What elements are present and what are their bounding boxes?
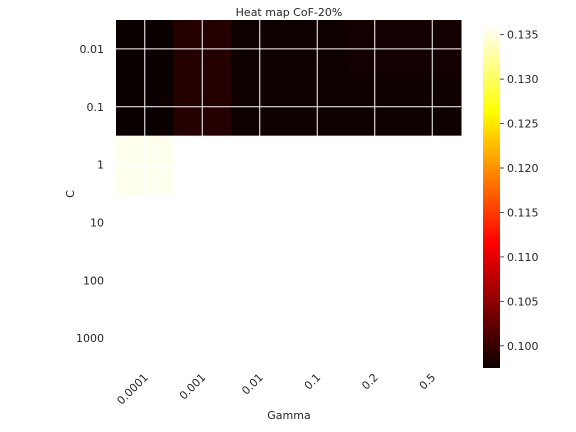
colorbar-tick-label: 0.115 [507, 206, 539, 219]
colorbar-tick-label: 0.125 [507, 118, 539, 131]
x-tick-label: 0.0001 [114, 371, 150, 407]
colorbar-tick-label: 0.135 [507, 29, 539, 42]
y-tick-label: 0.01 [80, 43, 105, 56]
y-axis-label: C [64, 190, 77, 198]
y-tick-label: 1 [97, 159, 104, 172]
y-tick-labels: 0.01 0.1 1 10 100 1000 [76, 43, 104, 345]
x-tick-label: 0.5 [417, 371, 439, 393]
x-tick-label: 0.01 [239, 371, 266, 398]
heatmap-cells [116, 20, 462, 368]
x-axis-label: Gamma [267, 409, 310, 422]
y-tick-label: 10 [90, 216, 104, 229]
colorbar-tick-label: 0.120 [507, 162, 539, 175]
grid-lines [116, 20, 461, 367]
colorbar [483, 24, 500, 368]
y-tick-label: 1000 [76, 332, 104, 345]
colorbar-tick-label: 0.110 [507, 251, 539, 264]
x-tick-labels: 0.0001 0.001 0.01 0.1 0.2 0.5 [114, 371, 438, 407]
colorbar-tick-label: 0.130 [507, 73, 539, 86]
y-tick-label: 0.1 [87, 101, 105, 114]
chart-title: Heat map CoF-20% [236, 6, 343, 19]
x-tick-label: 0.001 [177, 371, 208, 402]
x-tick-label: 0.2 [359, 371, 381, 393]
y-tick-label: 100 [83, 274, 104, 287]
colorbar-tick-labels: 0.100 0.105 0.110 0.115 0.120 0.125 0.130 0.135 [500, 29, 539, 353]
colorbar-tick-label: 0.100 [507, 340, 539, 353]
x-tick-label: 0.1 [302, 371, 324, 393]
colorbar-tick-label: 0.105 [507, 295, 539, 308]
